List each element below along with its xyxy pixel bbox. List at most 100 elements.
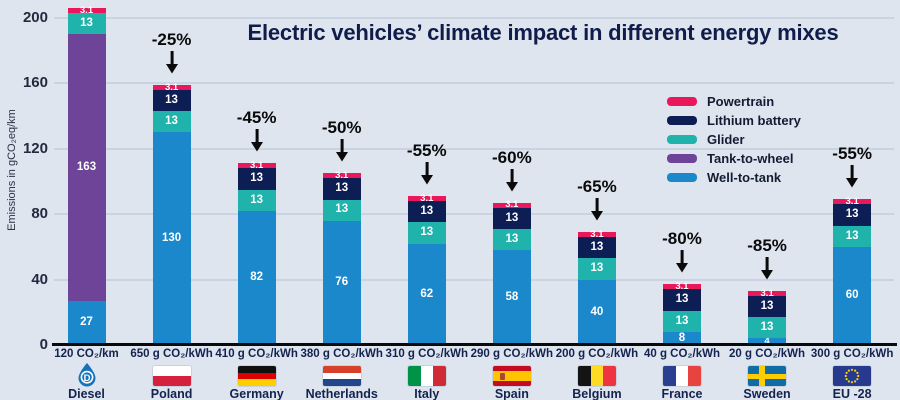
x-axis-label: 290 g CO₂/kWh <box>470 348 554 360</box>
segment-well-to-tank: 27 <box>67 300 106 345</box>
well-to-tank-swatch-icon <box>667 173 697 182</box>
segment-value-label: 3.1 <box>164 81 179 93</box>
country-label: Sweden <box>743 387 791 400</box>
flag-spain <box>492 366 531 386</box>
y-tick-80: 80 <box>31 205 48 223</box>
x-axis-label: 380 g CO₂/kWh <box>300 348 383 360</box>
segment-well-to-tank: 82 <box>237 210 276 345</box>
country-label: Italy <box>414 387 440 400</box>
bar-group-france: 8 13 13 3.1 -80% 40 g CO₂/kWh France <box>639 0 725 400</box>
down-arrow-icon <box>249 129 265 152</box>
y-tick-200: 200 <box>22 9 48 26</box>
down-arrow-icon <box>334 139 350 162</box>
country-label: EU -28 <box>832 387 872 400</box>
flag-eu-wrap <box>833 366 872 386</box>
segment-value-label: 13 <box>590 240 604 253</box>
y-tick-120: 120 <box>22 139 48 157</box>
powertrain-swatch-icon <box>667 97 697 106</box>
legend-item-lithium-battery: Lithium battery <box>667 111 801 130</box>
country-label: Poland <box>150 387 193 400</box>
down-arrow-icon <box>674 250 690 273</box>
gridline-120 <box>54 147 894 150</box>
segment-powertrain: 3.1 <box>492 200 531 210</box>
flag-france <box>662 366 701 386</box>
segment-value-label: 3.1 <box>79 4 94 16</box>
stacked-bar-italy: 62 13 13 3.1 <box>407 194 446 345</box>
segment-powertrain: 3.1 <box>748 288 787 298</box>
reduction-annotation: -55% <box>809 144 895 193</box>
segment-value-label: 58 <box>505 290 519 303</box>
segment-powertrain: 3.1 <box>152 81 191 93</box>
bar-group-germany: 82 13 13 3.1 -45% 410 g CO₂/kWh Germany <box>214 0 300 400</box>
lithium-battery-swatch-icon <box>667 116 697 125</box>
reduction-label: -45% <box>236 108 277 128</box>
bar-group-poland: 130 13 13 3.1 -25% 650 g CO₂/kWh Poland <box>129 0 215 400</box>
flag-italy-wrap <box>407 366 446 386</box>
x-axis-label: 120 CO₂/km <box>54 348 119 360</box>
flag-poland <box>152 366 191 386</box>
segment-glider: 13 <box>577 258 616 280</box>
segment-value-label: 13 <box>675 293 689 306</box>
segment-lithium-battery: 13 <box>748 295 787 318</box>
segment-value-label: 3.1 <box>845 196 859 208</box>
segment-value-label: 13 <box>675 314 689 327</box>
segment-value-label: 13 <box>80 16 93 29</box>
segment-well-to-tank: 60 <box>833 246 872 345</box>
flag-diesel-wrap: D <box>76 363 98 387</box>
segment-value-label: 13 <box>250 193 264 206</box>
segment-well-to-tank: 58 <box>492 250 531 345</box>
bar-group-netherlands: 76 13 13 3.1 -50% 380 g CO₂/kWh Netherlands <box>299 0 385 400</box>
reduction-label: -85% <box>747 235 787 255</box>
gridline-80 <box>54 213 894 216</box>
flag-sweden-wrap <box>748 366 787 386</box>
segment-well-to-tank: 62 <box>407 243 446 345</box>
reduction-annotation: -50% <box>299 118 385 167</box>
reduction-label: -50% <box>321 118 362 138</box>
segment-powertrain: 3.1 <box>322 171 361 180</box>
segment-value-label: 13 <box>505 232 519 245</box>
down-arrow-icon <box>419 162 435 185</box>
segment-powertrain: 3.1 <box>662 282 701 291</box>
segment-value-label: 13 <box>505 211 519 224</box>
diesel-drop-icon: D <box>78 363 95 387</box>
segment-value-label: 27 <box>80 316 93 329</box>
stacked-bar-belgium: 40 13 13 3.1 <box>577 230 616 345</box>
flag-spain-wrap <box>492 366 531 386</box>
flag-germany <box>237 366 276 386</box>
reduction-label: -65% <box>577 177 617 197</box>
tank-to-wheel-swatch-icon <box>667 154 697 163</box>
segment-value-label: 13 <box>165 93 178 106</box>
stacked-bar-sweden: 4 13 13 3.1 <box>748 288 787 346</box>
country-label: France <box>661 387 703 400</box>
y-axis-title: Emissions in gCO₂eq/km <box>6 109 18 231</box>
segment-value-label: 13 <box>845 208 859 221</box>
segment-powertrain: 3.1 <box>577 230 616 239</box>
reduction-label: -55% <box>832 144 872 164</box>
country-label: Germany <box>229 387 284 400</box>
segment-powertrain: 3.1 <box>237 161 276 170</box>
segment-value-label: 82 <box>250 271 264 284</box>
segment-glider: 13 <box>237 189 276 211</box>
segment-lithium-battery: 13 <box>492 207 531 229</box>
page-title: Electric vehicles’ climate impact in dif… <box>247 20 839 45</box>
segment-glider: 13 <box>152 111 191 133</box>
y-tick-160: 160 <box>22 74 48 92</box>
segment-value-label: 13 <box>335 203 349 216</box>
segment-value-label: 13 <box>165 115 178 128</box>
segment-value-label: 163 <box>76 160 97 173</box>
segment-value-label: 76 <box>335 276 349 289</box>
x-axis-label: 410 g CO₂/kWh <box>215 348 298 360</box>
stacked-bar-eu-28: 60 13 13 3.1 <box>833 196 872 345</box>
glider-swatch-icon <box>667 135 697 144</box>
reduction-label: -80% <box>662 229 702 249</box>
legend-item-glider: Glider <box>667 130 801 149</box>
segment-lithium-battery: 13 <box>322 178 361 200</box>
gridline-40 <box>54 278 894 281</box>
country-label: Diesel <box>68 387 105 400</box>
segment-glider: 13 <box>833 225 872 247</box>
segment-tank-to-wheel: 163 <box>67 34 106 301</box>
stacked-bar-poland: 130 13 13 3.1 <box>152 81 191 345</box>
segment-glider: 13 <box>67 13 106 35</box>
reduction-annotation: -55% <box>384 141 470 190</box>
